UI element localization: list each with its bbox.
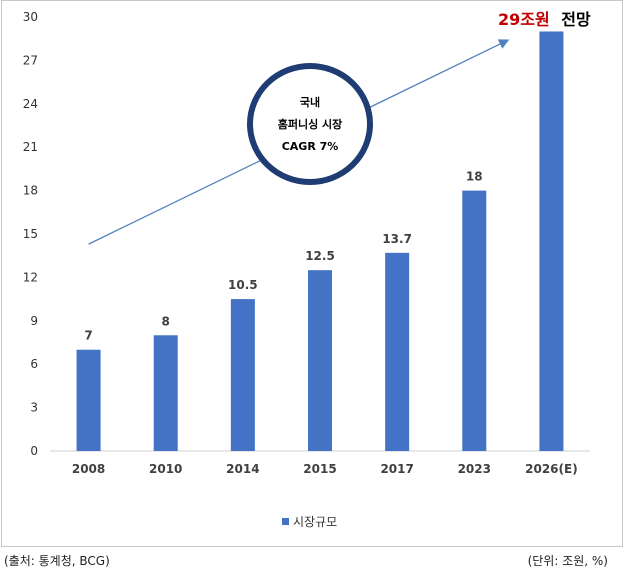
y-tick-label: 12 bbox=[23, 270, 38, 284]
data-label: 7 bbox=[84, 329, 92, 343]
circle-line-3: CAGR 7% bbox=[282, 140, 339, 153]
legend-swatch bbox=[282, 518, 289, 525]
unit-note: (단위: 조원, %) bbox=[527, 554, 608, 568]
x-tick-label: 2010 bbox=[149, 462, 182, 476]
y-tick-label: 27 bbox=[23, 53, 38, 67]
source-note: (출처: 통계청, BCG) bbox=[4, 554, 110, 568]
forecast-annotation: 29조원 전망 bbox=[498, 10, 591, 29]
forecast-suffix: 전망 bbox=[561, 10, 591, 29]
bar-2008 bbox=[76, 349, 101, 451]
bar-2023 bbox=[462, 190, 487, 451]
bar-2014 bbox=[230, 299, 255, 451]
bar-2026e bbox=[539, 31, 564, 451]
bar-2010 bbox=[153, 335, 178, 451]
legend-label: 시장규모 bbox=[293, 515, 337, 529]
data-labels: 7 8 10.5 12.5 13.7 18 bbox=[84, 170, 482, 343]
x-tick-label: 2014 bbox=[226, 462, 259, 476]
bar-chart: 0 3 6 9 12 15 18 21 24 27 30 7 8 10.5 12.5 13.7 18 2008… bbox=[23, 10, 591, 529]
y-tick-label: 3 bbox=[30, 401, 38, 415]
y-tick-label: 6 bbox=[30, 357, 38, 371]
y-axis-ticks: 0 3 6 9 12 15 18 21 24 27 30 bbox=[23, 10, 38, 458]
chart-frame bbox=[1, 0, 623, 547]
y-tick-label: 9 bbox=[30, 314, 38, 328]
x-tick-label: 2026(E) bbox=[525, 462, 578, 476]
y-tick-label: 15 bbox=[23, 227, 38, 241]
y-tick-label: 21 bbox=[23, 140, 38, 154]
forecast-value: 29조원 bbox=[498, 10, 550, 29]
data-label: 18 bbox=[466, 170, 483, 184]
y-tick-label: 0 bbox=[30, 444, 38, 458]
data-label: 8 bbox=[162, 314, 170, 328]
data-label: 10.5 bbox=[228, 278, 258, 292]
bars bbox=[76, 31, 564, 451]
x-tick-label: 2017 bbox=[380, 462, 413, 476]
x-tick-label: 2008 bbox=[72, 462, 105, 476]
circle-line-1: 국내 bbox=[300, 95, 320, 109]
x-axis-labels: 2008 2010 2014 2015 2017 2023 2026(E) bbox=[72, 462, 578, 476]
data-label: 13.7 bbox=[382, 232, 412, 246]
x-tick-label: 2015 bbox=[303, 462, 336, 476]
circle-line-2: 홈퍼니싱 시장 bbox=[278, 117, 343, 131]
data-label: 12.5 bbox=[305, 249, 335, 263]
bar-2017 bbox=[385, 252, 410, 451]
x-tick-label: 2023 bbox=[458, 462, 491, 476]
y-tick-label: 24 bbox=[23, 97, 38, 111]
y-tick-label: 18 bbox=[23, 184, 38, 198]
y-tick-label: 30 bbox=[23, 10, 38, 24]
cagr-circle bbox=[247, 63, 373, 185]
bar-2015 bbox=[308, 270, 332, 451]
